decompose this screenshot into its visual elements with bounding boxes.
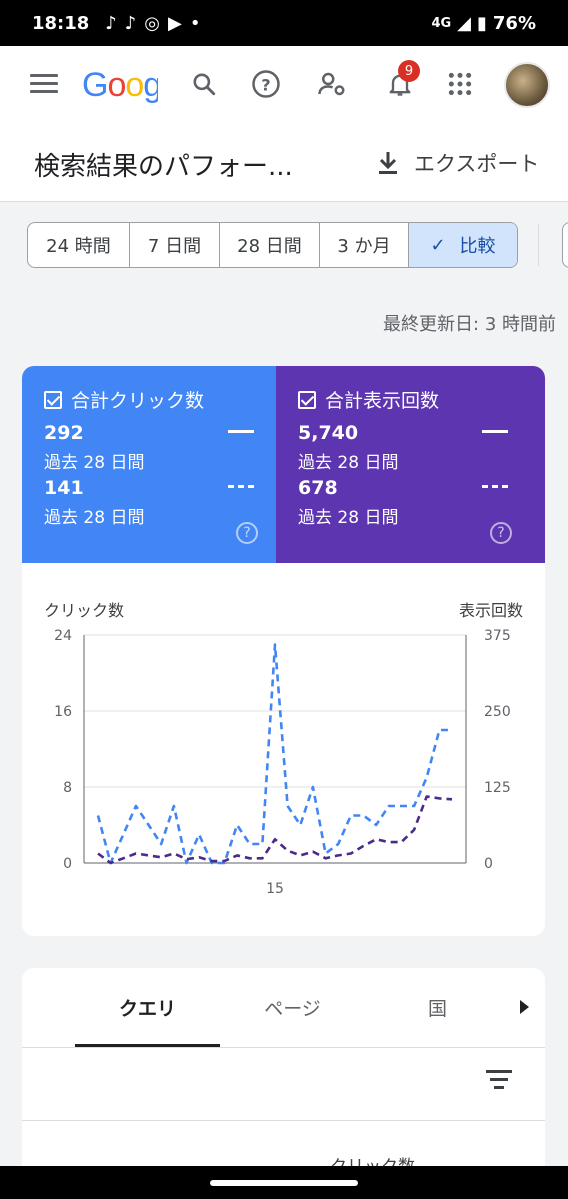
title-bar: 検索結果のパフォー... エクスポート xyxy=(0,126,568,202)
y-left-tick-label: 0 xyxy=(63,856,72,872)
manage-users-icon[interactable] xyxy=(316,68,348,100)
metric-impressions[interactable]: 合計表示回数 5,740 過去 28 日間 678 過去 28 日間 ? xyxy=(276,366,545,563)
metric-title: 合計表示回数 xyxy=(325,390,440,412)
battery-level: 76% xyxy=(492,12,536,34)
tab-scroll-right-icon[interactable] xyxy=(520,1000,529,1014)
series-line-clicks xyxy=(96,643,452,865)
chip-compare[interactable]: ✓ 比較 xyxy=(409,223,517,267)
checkbox-icon[interactable] xyxy=(44,390,62,409)
tab-queries[interactable]: クエリ xyxy=(118,998,176,1020)
y-left-tick-label: 16 xyxy=(54,704,72,720)
app-bar: Goog ? 9 xyxy=(0,46,568,126)
dimension-card: クエリ ページ 国 クリック数 xyxy=(22,968,545,1199)
chip-3-months[interactable]: 3 か月 xyxy=(320,223,409,267)
youtube-icon: ▶ xyxy=(168,12,182,34)
status-bar: 18:18 ♪ ♪ ◎ ▶ • 4G ◢ ▮ 76% xyxy=(0,0,568,46)
filter-icon[interactable] xyxy=(486,1070,512,1094)
tiktok-icon: ♪ xyxy=(105,12,117,34)
metric-title: 合計クリック数 xyxy=(71,390,205,412)
chip-label: 7 日間 xyxy=(147,236,202,257)
metric-current-value: 292 xyxy=(44,422,84,444)
chip-more[interactable] xyxy=(562,222,568,268)
metric-current-period: 過去 28 日間 xyxy=(298,453,399,473)
series-line-clicks-previous xyxy=(97,795,453,865)
help-icon[interactable]: ? xyxy=(250,68,282,100)
metric-previous-period: 過去 28 日間 xyxy=(44,508,145,528)
more-notifications-icon: • xyxy=(189,12,201,34)
chip-label: 28 日間 xyxy=(237,236,302,257)
account-avatar[interactable] xyxy=(504,62,550,108)
menu-icon[interactable] xyxy=(30,74,58,94)
metric-current-period: 過去 28 日間 xyxy=(44,453,145,473)
instagram-icon: ◎ xyxy=(144,12,161,34)
system-nav-bar xyxy=(0,1166,568,1199)
last-updated: 最終更新日: 3 時間前 xyxy=(383,314,556,335)
date-range-chips: 24 時間 7 日間 28 日間 3 か月 ✓ 比較 xyxy=(27,222,518,268)
chip-label: 24 時間 xyxy=(46,236,111,257)
svg-text:?: ? xyxy=(261,75,270,94)
chip-label: 比較 xyxy=(459,236,496,257)
x-tick-label: 15 xyxy=(266,881,284,897)
apps-grid-icon[interactable] xyxy=(444,68,476,100)
tiktok-icon: ♪ xyxy=(124,12,137,34)
table-divider xyxy=(22,1120,545,1121)
export-label: エクスポート xyxy=(414,152,540,176)
search-icon[interactable] xyxy=(188,68,220,100)
metric-previous-value: 141 xyxy=(44,477,84,499)
performance-card: 合計クリック数 292 過去 28 日間 141 過去 28 日間 ? 合計表示… xyxy=(22,366,545,936)
chip-24-hours[interactable]: 24 時間 xyxy=(28,223,130,267)
home-gesture-pill[interactable] xyxy=(210,1180,358,1186)
status-time: 18:18 xyxy=(32,12,90,34)
y-left-tick-label: 8 xyxy=(63,780,72,796)
performance-chart: クリック数 表示回数 0 8 16 24 0 125 250 375 15 xyxy=(22,563,545,936)
metric-clicks[interactable]: 合計クリック数 292 過去 28 日間 141 過去 28 日間 ? xyxy=(22,366,276,563)
download-icon xyxy=(379,152,397,174)
status-right: 4G ◢ ▮ 76% xyxy=(425,13,536,34)
tab-pages[interactable]: ページ xyxy=(264,998,321,1020)
metric-current-value: 5,740 xyxy=(298,422,359,444)
y-right-tick-label: 375 xyxy=(484,628,511,644)
y-right-tick-label: 0 xyxy=(484,856,493,872)
tab-divider xyxy=(22,1047,545,1048)
line-chart: 0 8 16 24 0 125 250 375 15 xyxy=(54,628,511,897)
dashed-line-legend-icon xyxy=(482,485,508,488)
metric-impressions-header[interactable]: 合計表示回数 xyxy=(298,386,439,413)
chip-28-days[interactable]: 28 日間 xyxy=(220,223,320,267)
chip-7-days[interactable]: 7 日間 xyxy=(130,223,220,267)
help-circle-icon[interactable]: ? xyxy=(490,522,512,544)
y-axis-right-label: 表示回数 xyxy=(458,601,523,620)
notification-badge: 9 xyxy=(398,60,420,82)
solid-line-legend-icon xyxy=(228,430,254,433)
y-right-tick-label: 250 xyxy=(484,704,511,720)
dashed-line-legend-icon xyxy=(228,485,254,488)
active-tab-indicator xyxy=(75,1044,220,1047)
export-button[interactable]: エクスポート xyxy=(376,148,539,178)
metric-clicks-header[interactable]: 合計クリック数 xyxy=(44,386,204,413)
y-axis-left-label: クリック数 xyxy=(44,601,125,620)
battery-icon: ▮ xyxy=(477,12,487,34)
checkbox-icon[interactable] xyxy=(298,390,316,409)
help-circle-icon[interactable]: ? xyxy=(236,522,258,544)
y-right-tick-label: 125 xyxy=(484,780,511,796)
network-type: 4G xyxy=(431,15,452,31)
y-left-tick-label: 24 xyxy=(54,628,72,644)
chip-divider xyxy=(538,224,539,266)
chip-label: 3 か月 xyxy=(337,236,391,257)
tab-countries[interactable]: 国 xyxy=(427,998,447,1020)
page-title: 検索結果のパフォー... xyxy=(34,152,293,182)
signal-icon: ◢ xyxy=(457,12,471,34)
google-logo[interactable]: Goog xyxy=(82,66,158,104)
solid-line-legend-icon xyxy=(482,430,508,433)
metric-previous-period: 過去 28 日間 xyxy=(298,508,399,528)
metric-previous-value: 678 xyxy=(298,477,338,499)
check-icon: ✓ xyxy=(430,234,446,256)
